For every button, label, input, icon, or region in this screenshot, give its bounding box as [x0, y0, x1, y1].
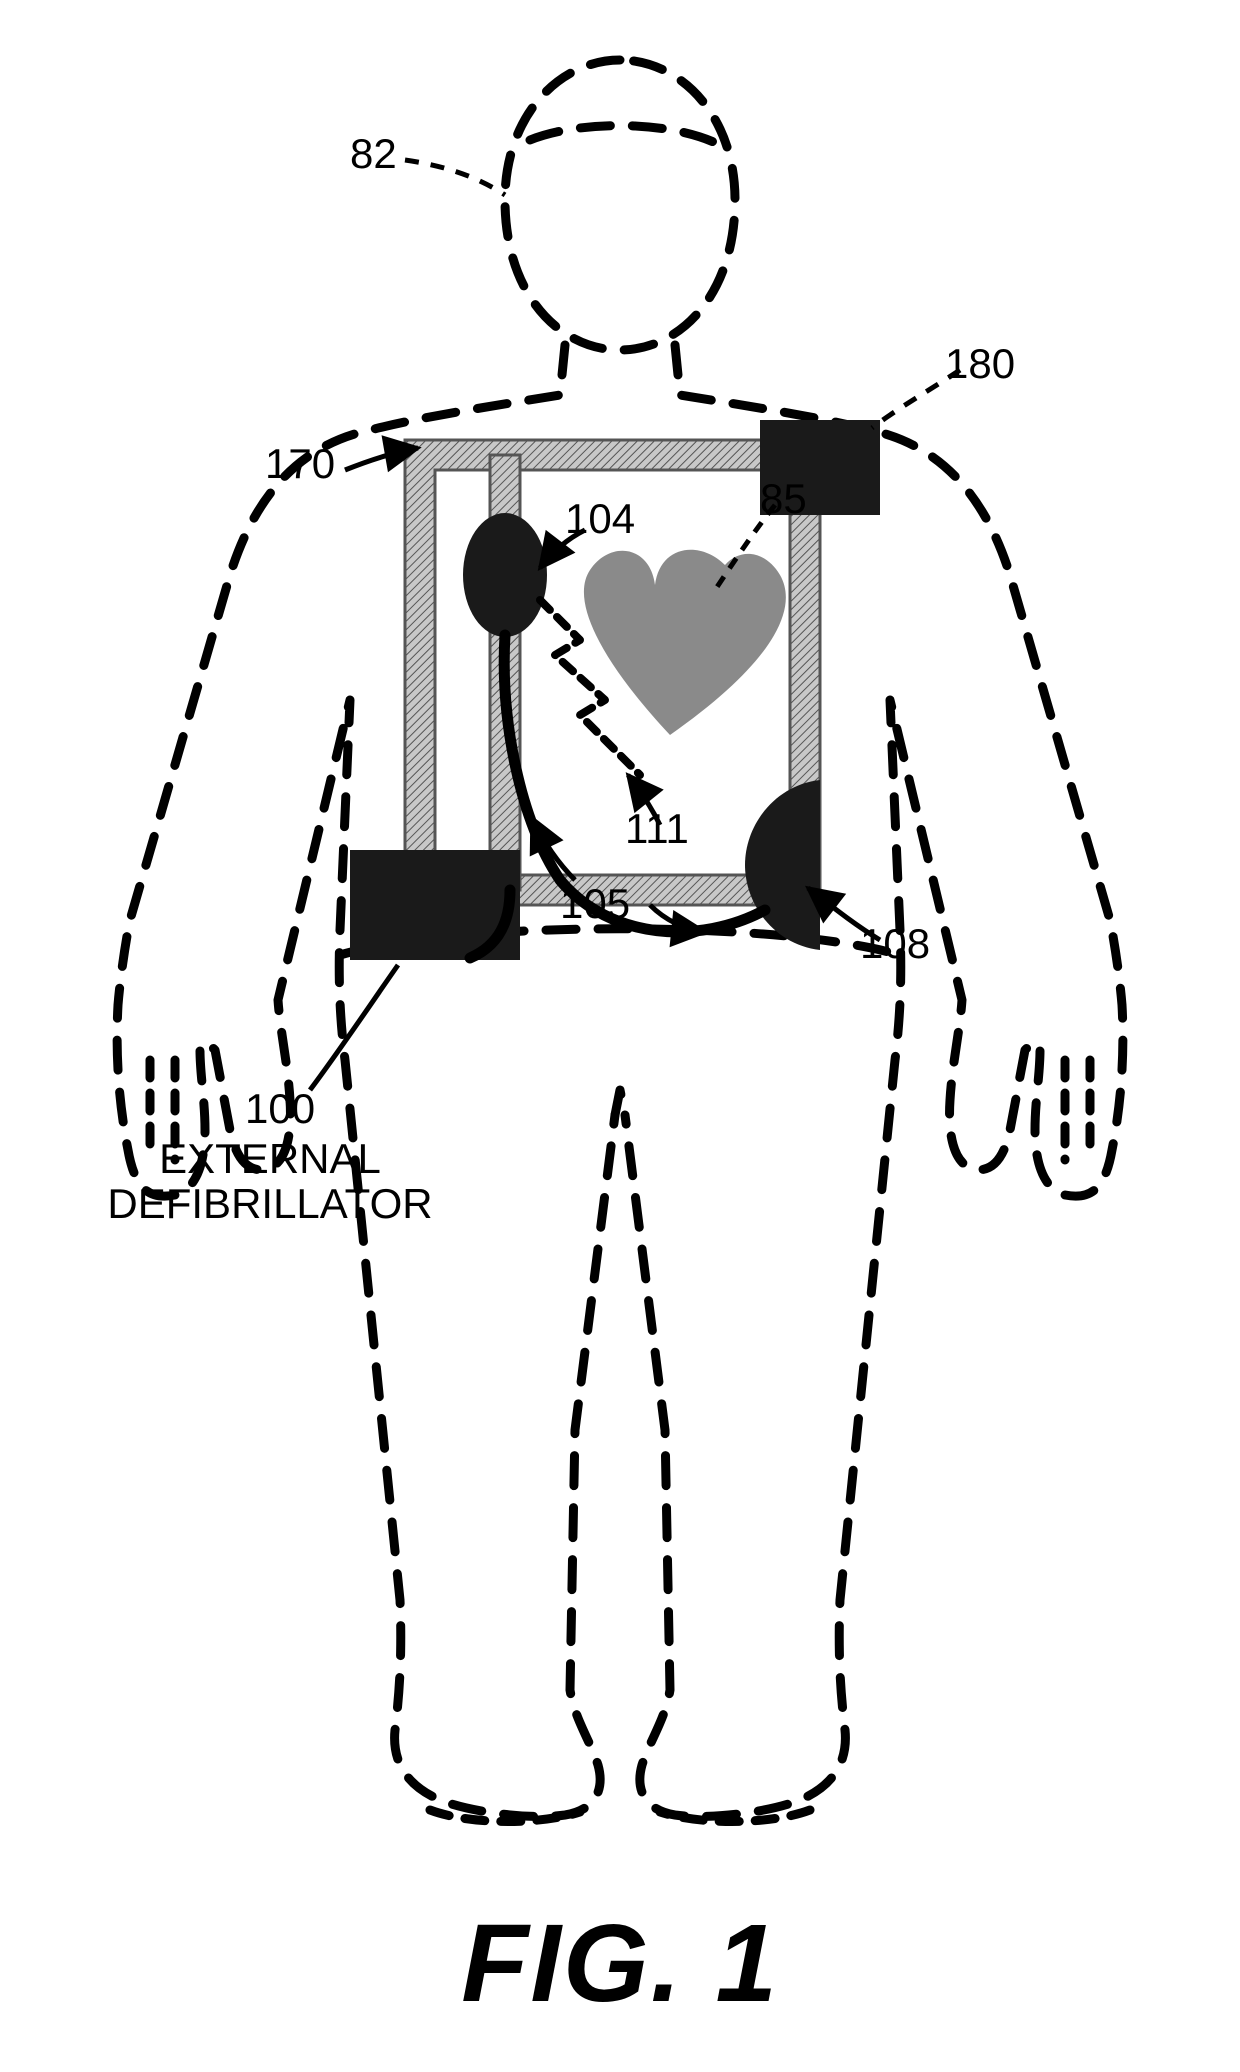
electrode-104 [463, 513, 547, 637]
ref-104: 104 [565, 495, 635, 543]
caption-line1: EXTERNAL [120, 1135, 420, 1183]
ref-170: 170 [265, 440, 335, 488]
electrode-108 [745, 780, 820, 950]
ref-105: 105 [560, 880, 630, 928]
caption-line2: DEFIBRILLATOR [90, 1180, 450, 1228]
ref-100: 100 [245, 1085, 315, 1133]
ref-108: 108 [860, 920, 930, 968]
patent-figure [0, 0, 1240, 2072]
body-outline [117, 60, 1123, 1822]
ref-82: 82 [350, 130, 397, 178]
heart-85 [584, 550, 786, 735]
figure-title: FIG. 1 [0, 1900, 1240, 2027]
ref-180: 180 [945, 340, 1015, 388]
ref-85: 85 [760, 475, 807, 523]
ref-111: 111 [625, 805, 689, 853]
